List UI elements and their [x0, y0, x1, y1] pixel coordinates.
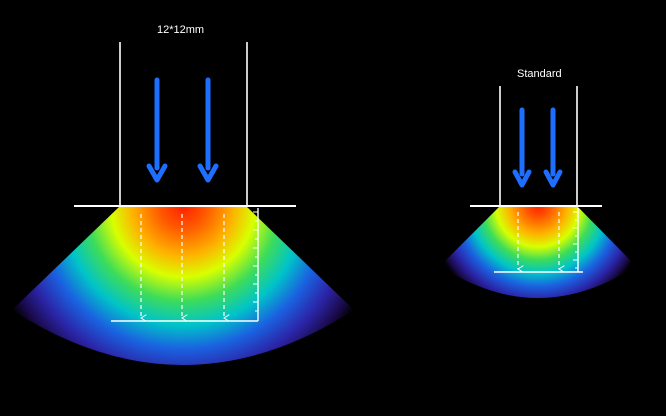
left-beam-fan	[12, 206, 354, 365]
left-beam-label: 12*12mm	[157, 24, 205, 36]
arrow-down-icon	[543, 107, 563, 188]
right-beam-group	[440, 86, 636, 298]
arrow-down-icon	[197, 77, 219, 183]
arrow-down-icon	[512, 107, 532, 188]
arrow-down-icon	[146, 77, 168, 183]
right-beam-fan	[440, 206, 636, 298]
right-beam-label: Standard	[517, 68, 562, 80]
right-depth-scale-ticks	[573, 211, 578, 269]
left-beam-group	[12, 42, 354, 365]
left-depth-scale-ticks	[253, 211, 258, 312]
